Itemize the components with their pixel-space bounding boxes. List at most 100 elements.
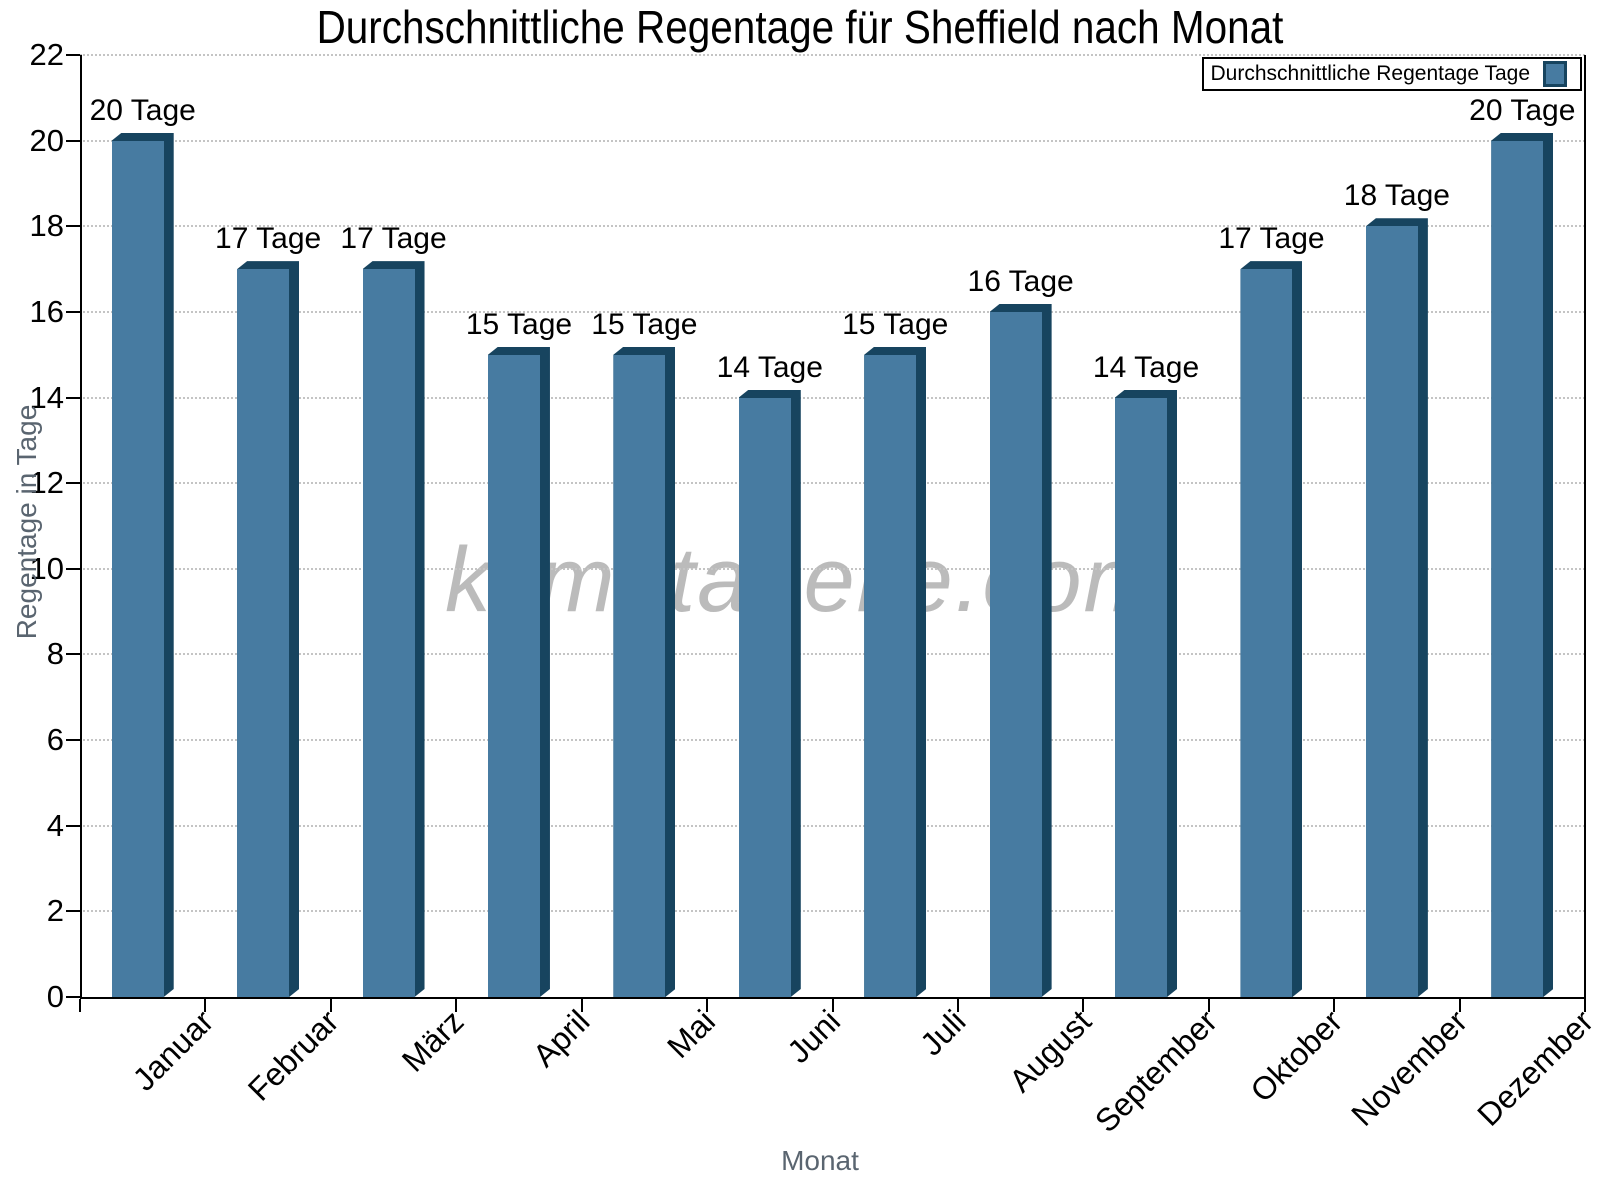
x-category-label: Juli: [913, 1003, 973, 1063]
bar-face: [488, 355, 540, 997]
x-tick: [831, 999, 834, 1012]
x-category-label: Dezember: [1469, 1003, 1600, 1133]
y-tick: [66, 567, 80, 570]
y-tick: [66, 910, 80, 913]
bar-value-label: 18 Tage: [1343, 179, 1450, 213]
x-tick: [706, 999, 709, 1012]
bar: [739, 390, 801, 997]
x-tick: [79, 999, 81, 1012]
bar-face: [112, 141, 164, 997]
bar-face: [363, 269, 415, 997]
bar-face: [237, 269, 289, 997]
bar-value-label: 17 Tage: [215, 222, 322, 256]
gridline: [80, 139, 1585, 142]
y-tick: [66, 396, 80, 399]
y-tick-label: 18: [29, 208, 64, 244]
y-tick: [66, 54, 80, 56]
y-tick: [66, 996, 80, 998]
x-category-label: Juni: [780, 1003, 848, 1070]
gridline: [80, 482, 1585, 485]
gridline: [80, 824, 1585, 827]
y-tick-label: 16: [29, 293, 64, 329]
y-tick-label: 20: [29, 122, 64, 158]
bar: [1240, 261, 1302, 997]
y-tick-label: 22: [29, 37, 64, 72]
bar-value-label: 17 Tage: [1218, 222, 1325, 256]
x-category-label: April: [525, 1003, 597, 1074]
bar-face: [1115, 398, 1167, 997]
gridline: [80, 310, 1585, 313]
y-tick-label: 12: [29, 465, 64, 501]
bar-value-label: 14 Tage: [1092, 350, 1200, 384]
legend-label: Durchschnittliche Regentage Tage: [1210, 62, 1530, 85]
bar-value-label: 20 Tage: [1469, 93, 1576, 127]
x-tick: [1458, 999, 1461, 1012]
bar-value-label: 20 Tage: [89, 93, 196, 127]
x-tick: [956, 999, 959, 1012]
bar-face: [1240, 269, 1292, 997]
legend-swatch-icon: [1543, 61, 1567, 87]
bar: [488, 347, 550, 997]
bar-value-label: 15 Tage: [591, 307, 698, 341]
gridline: [80, 396, 1585, 399]
y-tick-label: 0: [46, 979, 64, 1014]
x-tick: [329, 999, 332, 1012]
x-axis-line: [80, 997, 1586, 999]
chart-title: Durchschnittliche Regentage für Sheffiel…: [316, 1, 1284, 53]
bar-value-label: 17 Tage: [340, 222, 447, 256]
y-tick: [66, 653, 80, 656]
bar: [864, 347, 926, 997]
y-tick-label: 14: [29, 379, 64, 415]
y-tick-label: 8: [46, 636, 64, 672]
gridline: [80, 567, 1585, 570]
y-tick: [66, 824, 80, 827]
y-tick: [66, 139, 80, 142]
x-category-label: Mai: [659, 1003, 722, 1065]
bar: [363, 261, 425, 997]
bar-face: [613, 355, 665, 997]
bar: [613, 347, 675, 997]
gridline: [80, 739, 1585, 742]
bar: [1491, 133, 1553, 997]
watermark: klimatabelle.com: [445, 529, 1163, 631]
y-tick-label: 2: [46, 893, 64, 929]
y-tick-label: 6: [46, 722, 64, 758]
y-tick: [66, 739, 80, 742]
bar: [1366, 218, 1428, 997]
bar-face: [990, 312, 1042, 997]
y-tick: [66, 310, 80, 313]
bar-face: [1366, 226, 1418, 997]
bar: [112, 133, 174, 997]
y-tick: [66, 225, 80, 228]
x-tick: [204, 999, 207, 1012]
bar-value-label: 15 Tage: [465, 307, 573, 341]
bar-value-label: 14 Tage: [716, 350, 823, 384]
x-category-label: Oktober: [1242, 1003, 1349, 1109]
plot-right-border: [1584, 55, 1586, 999]
gridline: [80, 653, 1585, 656]
x-category-label: Januar: [125, 1003, 221, 1098]
gridline: [80, 54, 1585, 56]
bar-value-label: 15 Tage: [842, 307, 949, 341]
x-tick: [1207, 999, 1210, 1012]
x-category-label: März: [395, 1003, 472, 1079]
gridline: [80, 910, 1585, 913]
bar: [1115, 390, 1177, 997]
x-axis-label: Monat: [781, 1145, 859, 1176]
x-tick: [1333, 999, 1336, 1012]
bar-face: [864, 355, 916, 997]
x-category-label: Februar: [240, 1003, 346, 1108]
y-tick-label: 10: [29, 550, 64, 586]
x-tick: [455, 999, 458, 1012]
x-tick: [1584, 999, 1586, 1012]
bar-face: [1491, 141, 1543, 997]
bar-face: [739, 398, 791, 997]
bar: [237, 261, 299, 997]
gridline: [80, 225, 1585, 228]
x-tick: [580, 999, 583, 1012]
x-category-label: August: [1002, 1003, 1099, 1099]
y-axis-line: [80, 55, 82, 999]
x-category-label: November: [1344, 1003, 1475, 1133]
bar: [990, 304, 1052, 997]
